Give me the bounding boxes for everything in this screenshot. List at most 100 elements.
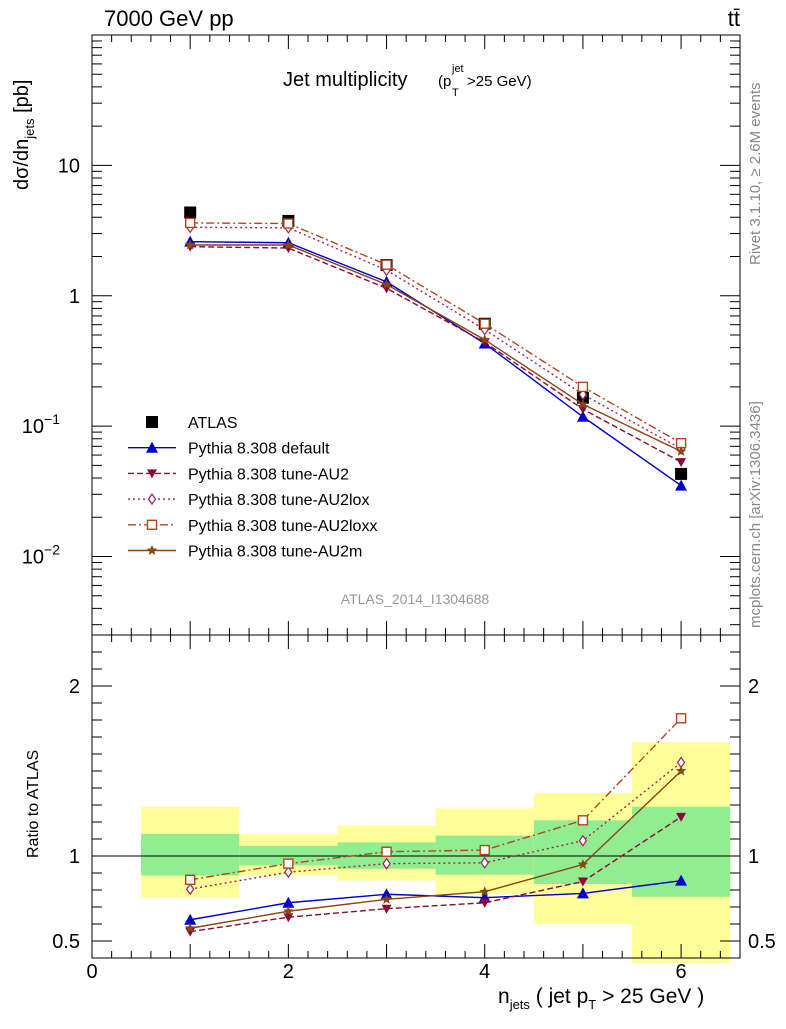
main-point-default	[675, 479, 688, 491]
legend-item-AU2m: Pythia 8.308 tune-AU2m	[128, 544, 362, 561]
ratio-point-AU2m	[184, 922, 196, 933]
legend-label: Pythia 8.308 tune-AU2	[188, 466, 349, 483]
main-series-ATLAS	[184, 206, 688, 480]
legend: ATLAS Pythia 8.308 default Pythia 8.308 tu…	[128, 415, 377, 561]
ratio-point-AU2lox	[578, 834, 588, 847]
ratio-y-tick-label-right: 1	[748, 846, 759, 868]
title-cut-tail: >25 GeV)	[467, 73, 532, 90]
ratio-y-tick-label: 0.5	[52, 931, 80, 953]
mcplots-label: mcplots.cern.ch [arXiv:1306.3436]	[747, 401, 764, 628]
ratio-point-AU2lox	[480, 856, 489, 869]
ratio-point-AU2loxx	[283, 858, 294, 869]
ratio-y-tick-label: 1	[69, 846, 80, 868]
xlabel-mid: ( jet p	[530, 985, 588, 1008]
ratio-point-AU2loxx	[381, 846, 392, 857]
ylabel-unit: [pb]	[11, 80, 33, 119]
main-point-AU2loxx	[283, 218, 294, 229]
main-point-AU2m	[675, 445, 687, 456]
legend-marker	[147, 493, 157, 506]
ratio-point-AU2	[381, 904, 392, 914]
main-series-AU2lox	[185, 221, 686, 455]
ratio-point-default	[576, 887, 589, 899]
ratio-plot-series	[184, 713, 688, 937]
main-series-AU2	[185, 242, 687, 468]
legend-marker	[146, 545, 158, 555]
main-point-AU2loxx	[381, 259, 392, 270]
main-line-AU2m	[190, 244, 682, 453]
legend-item-AU2loxx: Pythia 8.308 tune-AU2loxx	[128, 518, 377, 535]
header-energy-label: 7000 GeV pp	[104, 6, 234, 31]
main-y-axis-label: dσ/dnjets [pb]	[11, 80, 37, 190]
svg-text:njets ( jet pT > 25 GeV ): njets ( jet pT > 25 GeV )	[498, 985, 704, 1012]
legend-label: Pythia 8.308 tune-AU2m	[188, 544, 362, 561]
xlabel-sub2: T	[588, 997, 596, 1012]
legend-item-AU2: Pythia 8.308 tune-AU2	[128, 466, 349, 483]
main-point-default	[576, 410, 589, 422]
main-plot-frame: 10 1 10−1 10−2	[22, 34, 741, 958]
y-tick-label: 10−2	[22, 542, 60, 569]
ylabel-main: dσ/dn	[11, 139, 33, 190]
main-point-AU2	[676, 458, 687, 468]
legend-label: Pythia 8.308 default	[188, 441, 330, 458]
main-series-AU2m	[184, 239, 687, 456]
ratio-series-AU2	[185, 812, 687, 937]
title-cut-prefix: (p	[438, 73, 451, 90]
ratio-series-AU2lox	[185, 756, 686, 896]
svg-text:Jet multiplicity: Jet multiplicity	[283, 69, 407, 91]
ratio-y-axis-label: Ratio to ATLAS	[25, 750, 42, 858]
main-point-AU2m	[577, 398, 589, 409]
ratio-line-AU2m	[190, 770, 682, 929]
ratio-point-AU2m	[381, 893, 392, 904]
ratio-series-AU2m	[184, 765, 687, 933]
legend-marker	[147, 469, 157, 479]
xlabel-sub: jets	[509, 997, 531, 1012]
main-point-AU2m	[184, 239, 196, 250]
ratio-point-AU2m	[479, 886, 490, 897]
main-point-AU2m	[381, 278, 392, 289]
y-tick-label: 10	[58, 155, 80, 177]
main-point-ATLAS	[184, 206, 197, 219]
legend-marker	[146, 416, 158, 428]
ratio-point-AU2	[577, 877, 588, 887]
main-point-AU2	[479, 338, 490, 348]
main-point-AU2loxx	[577, 381, 589, 393]
ratio-point-AU2	[283, 913, 294, 923]
main-point-AU2m	[283, 239, 294, 250]
main-point-AU2m	[479, 334, 490, 345]
analysis-watermark: ATLAS_2014_I1304688	[341, 591, 490, 607]
main-plot-title: Jet multiplicity (p jet T >25 GeV)	[283, 63, 532, 99]
main-point-AU2loxx	[479, 318, 490, 329]
ratio-plot-frame: 0 2 4 6 0.5 0.5 1 1 2 2	[52, 634, 776, 983]
legend-item-AU2lox: Pythia 8.308 tune-AU2lox	[128, 492, 369, 509]
ratio-point-AU2m	[577, 859, 589, 869]
main-point-AU2loxx	[184, 217, 196, 229]
ratio-point-AU2m	[675, 765, 687, 776]
title-main: Jet multiplicity	[283, 69, 407, 91]
ratio-point-AU2loxx	[184, 874, 196, 885]
main-series-AU2loxx	[184, 217, 687, 449]
ratio-point-default	[282, 896, 295, 908]
legend-marker	[146, 519, 158, 530]
ratio-point-AU2lox	[185, 883, 195, 896]
main-point-ATLAS	[675, 467, 688, 480]
x-tick-label: 2	[283, 961, 294, 983]
x-tick-label: 4	[479, 961, 490, 983]
ratio-point-AU2lox	[382, 857, 391, 870]
ratio-point-AU2loxx	[675, 713, 687, 724]
ratio-point-AU2loxx	[577, 815, 589, 826]
ratio-y-tick-label-right: 0.5	[748, 931, 776, 953]
x-axis-label: njets ( jet pT > 25 GeV )	[498, 985, 704, 1012]
legend-marker	[146, 441, 158, 453]
legend-item-default: Pythia 8.308 default	[128, 441, 330, 458]
legend-item-ATLAS: ATLAS	[146, 415, 238, 432]
main-line-AU2loxx	[190, 222, 682, 444]
ratio-point-AU2	[479, 898, 490, 908]
ratio-plot-border	[91, 634, 741, 959]
ratio-line-AU2	[190, 816, 682, 933]
ratio-point-default	[184, 913, 197, 925]
xlabel-main: n	[498, 985, 510, 1008]
y-tick-label: 1	[69, 286, 80, 308]
ratio-point-AU2lox	[284, 866, 293, 879]
main-line-AU2lox	[190, 226, 682, 450]
x-tick-label: 0	[86, 961, 97, 983]
